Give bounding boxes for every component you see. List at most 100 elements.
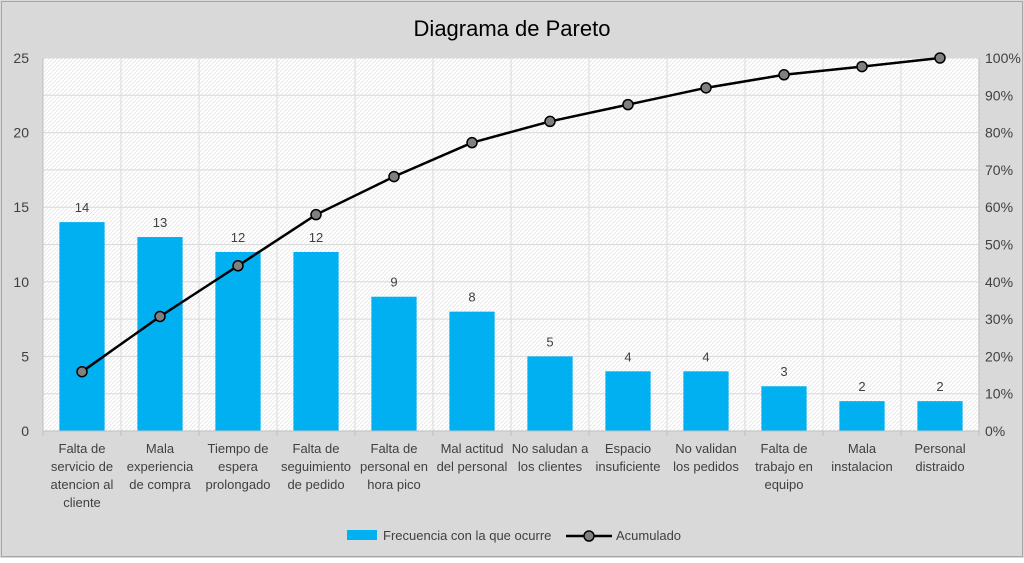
x-category-label: No validan los pedidos: [673, 441, 739, 474]
bar-data-label: 12: [231, 230, 245, 245]
bar-data-label: 4: [624, 349, 631, 364]
bar: [683, 371, 729, 431]
bar: [917, 401, 963, 431]
y-right-tick-label: 80%: [985, 125, 1013, 141]
x-category-label: Mala experiencia de compra: [127, 441, 194, 492]
bar: [839, 401, 885, 431]
x-category-label-line: los pedidos: [673, 459, 739, 474]
x-category-label-line: Falta de: [293, 441, 340, 456]
y-left-tick-label: 25: [13, 50, 29, 66]
y-right-tick-label: 90%: [985, 87, 1013, 103]
cumulative-point: [310, 208, 322, 221]
x-category-label: Falta de trabajo en equipo: [755, 441, 813, 492]
y-left-tick-label: 20: [13, 125, 29, 141]
cumulative-point: [778, 69, 790, 81]
cumulative-point: [76, 365, 88, 378]
bar-data-label: 13: [153, 215, 167, 230]
bar: [59, 222, 105, 431]
y-right-tick-label: 0%: [985, 423, 1005, 439]
bar-data-label: 9: [390, 275, 397, 290]
cumulative-point: [544, 115, 556, 128]
x-category-label-line: atencion al: [51, 477, 114, 492]
x-category-label-line: del personal: [437, 459, 508, 474]
x-category-label-line: Mal actitud: [441, 441, 504, 456]
x-category-label-line: No validan: [675, 441, 736, 456]
bar-data-label: 8: [468, 290, 475, 305]
cumulative-point: [154, 310, 166, 323]
x-category-label: Mal actitud del personal: [437, 441, 508, 474]
x-category-label-line: de compra: [129, 477, 191, 492]
x-category-label-line: Falta de: [371, 441, 418, 456]
bar: [137, 237, 183, 431]
x-category-label: Falta de seguimiento de pedido: [281, 441, 351, 492]
x-category-label-line: de pedido: [287, 477, 344, 492]
x-category-label-line: hora pico: [367, 477, 420, 492]
x-category-label-line: Mala: [146, 441, 175, 456]
x-category-label: Tiempo de espera prolongado: [205, 441, 270, 492]
y-right-tick-label: 40%: [985, 274, 1013, 290]
bar: [449, 311, 495, 431]
grid-lines: [43, 57, 979, 431]
x-category-label: Falta de servicio de atencion al cliente: [51, 441, 114, 510]
y-right-tick-label: 50%: [985, 237, 1013, 253]
x-category-label-line: No saludan a: [512, 441, 589, 456]
x-category-label-line: seguimiento: [281, 459, 351, 474]
y-right-tick-label: 30%: [985, 311, 1013, 327]
x-category-label-line: Falta de: [59, 441, 106, 456]
y-left-tick-label: 10: [13, 274, 29, 290]
y-left-tick-label: 0: [21, 423, 29, 439]
x-category-label-line: Falta de: [761, 441, 808, 456]
bar: [215, 251, 261, 431]
y-right-tick-label: 20%: [985, 348, 1013, 364]
bar-data-label: 14: [75, 200, 89, 215]
axes: 05101520250%10%20%30%40%50%60%70%80%90%1…: [13, 50, 1020, 510]
cumulative-point: [622, 98, 634, 111]
x-category-label-line: Espacio: [605, 441, 651, 456]
x-category-label: Mala instalacion: [831, 441, 892, 474]
x-category-label-line: los clientes: [518, 459, 583, 474]
x-category-label-line: instalacion: [831, 459, 892, 474]
cumulative-point: [388, 170, 400, 183]
legend-line-label: Acumulado: [616, 528, 681, 543]
y-right-tick-label: 10%: [985, 386, 1013, 402]
x-category-label: Falta de personal en hora pico: [360, 441, 428, 492]
x-category-label: Personal distraido: [914, 441, 965, 474]
cumulative-point: [856, 60, 868, 73]
x-category-label-line: Tiempo de: [208, 441, 269, 456]
x-category-label-line: distraido: [915, 459, 964, 474]
cumulative-point: [934, 52, 946, 64]
bar-data-label: 3: [780, 364, 787, 379]
bar: [371, 296, 417, 431]
cumulative-line: [81, 56, 941, 373]
y-left-tick-label: 15: [13, 199, 29, 215]
x-category-label-line: trabajo en: [755, 459, 813, 474]
y-left-tick-label: 5: [21, 348, 29, 364]
x-category-label-line: servicio de: [51, 459, 113, 474]
cumulative-point: [466, 136, 478, 149]
y-right-tick-label: 100%: [985, 50, 1021, 66]
x-category-label-line: espera: [218, 459, 259, 474]
cumulative-point: [232, 260, 244, 272]
bar-series: 14 13 12 12 9 8 5 4 4 3 2 2: [59, 200, 963, 431]
legend: Frecuencia con la que ocurre Acumulado: [347, 528, 681, 543]
x-category-label-line: personal en: [360, 459, 428, 474]
x-category-label-line: insuficiente: [595, 459, 660, 474]
y-right-tick-label: 70%: [985, 162, 1013, 178]
bar-data-label: 2: [936, 379, 943, 394]
bar: [605, 371, 651, 431]
cumulative-line-series: [76, 52, 946, 378]
bar: [527, 356, 573, 431]
bar-data-label: 4: [702, 349, 709, 364]
chart-title: Diagrama de Pareto: [414, 16, 611, 41]
cumulative-point: [700, 82, 712, 94]
bar-data-label: 12: [309, 230, 323, 245]
x-category-label-line: prolongado: [205, 477, 270, 492]
bar: [293, 251, 339, 431]
x-category-label: Espacio insuficiente: [595, 441, 660, 474]
legend-line-marker: [583, 530, 595, 542]
bar: [761, 386, 807, 431]
bar-data-label: 2: [858, 379, 865, 394]
